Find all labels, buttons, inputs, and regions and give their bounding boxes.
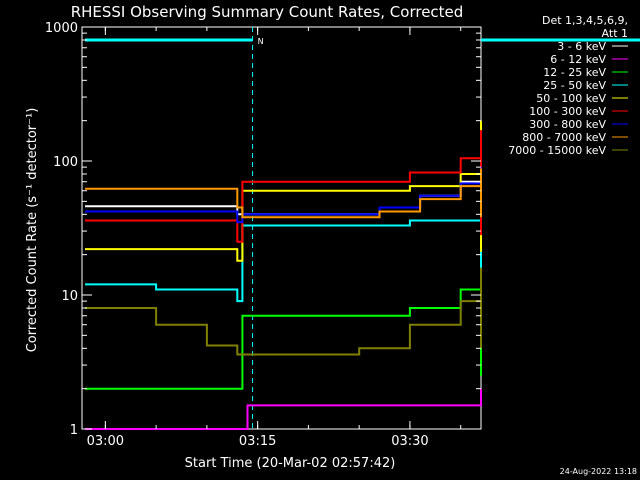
- y-axis-label: Corrected Count Rate (s⁻¹ detector⁻¹): [25, 108, 40, 353]
- vertical-markers: N: [85, 27, 640, 429]
- series-line: [85, 267, 482, 356]
- series-line: [85, 130, 482, 243]
- series-line: [85, 167, 482, 224]
- flag-label: N: [258, 37, 264, 46]
- series-lines: [85, 120, 482, 430]
- x-tick-label: 03:15: [239, 434, 276, 449]
- legend-entry-label: 7000 - 15000 keV: [508, 144, 606, 157]
- y-tick-label: 100: [53, 155, 78, 170]
- legend-entry-label: 6 - 12 keV: [550, 53, 606, 66]
- legend-header: Att 1: [602, 27, 628, 40]
- y-tick-label: 10: [61, 289, 78, 304]
- series-line: [85, 257, 482, 390]
- y-tick-label: 1000: [45, 21, 78, 36]
- legend-entry-label: 25 - 50 keV: [543, 79, 606, 92]
- x-axis-ticks: 03:00 03:15 03:30: [87, 27, 462, 449]
- legend-entry-label: 800 - 7000 keV: [522, 131, 606, 144]
- plot-axes: [81, 26, 482, 430]
- legend-entry-label: 3 - 6 keV: [557, 40, 606, 53]
- y-axis-ticks: 1 10 100 1000: [45, 21, 481, 438]
- y-tick-label: 1: [70, 423, 78, 438]
- legend-entry-label: 100 - 300 keV: [529, 105, 606, 118]
- legend-entry-label: 50 - 100 keV: [536, 92, 606, 105]
- timestamp: 24-Aug-2022 13:18: [560, 467, 637, 476]
- series-line: [85, 168, 482, 219]
- legend-entry-label: 300 - 800 keV: [529, 118, 606, 131]
- x-tick-label: 03:30: [391, 434, 428, 449]
- legend-header: Det 1,3,4,5,6,9,: [542, 14, 628, 27]
- chart-title: RHESSI Observing Summary Count Rates, Co…: [71, 3, 464, 21]
- plot-frame: [81, 26, 482, 430]
- series-line: [85, 388, 482, 430]
- series-line: [85, 120, 482, 262]
- legend-entry-label: 12 - 25 keV: [543, 66, 606, 79]
- x-axis-label: Start Time (20-Mar-02 02:57:42): [185, 456, 396, 471]
- x-tick-label: 03:00: [87, 434, 124, 449]
